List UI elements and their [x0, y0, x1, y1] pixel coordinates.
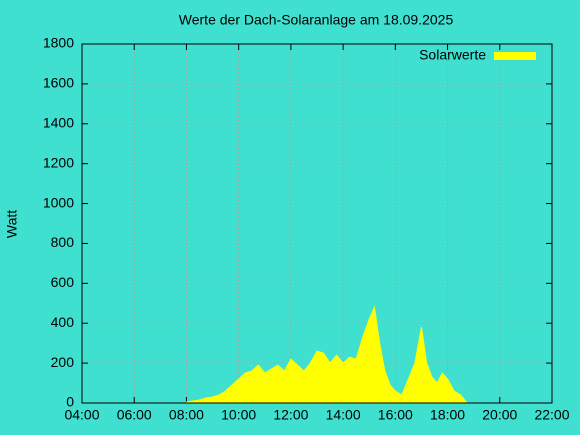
- y-tick-label: 1600: [43, 75, 74, 91]
- x-tick-label: 10:00: [221, 407, 256, 423]
- y-tick-label: 200: [51, 354, 75, 370]
- y-tick-label: 1000: [43, 194, 74, 210]
- x-tick-label: 20:00: [482, 407, 517, 423]
- y-tick-label: 600: [51, 274, 75, 290]
- y-tick-label: 0: [66, 394, 74, 410]
- y-axis-label: Watt: [4, 210, 20, 238]
- plot-border: [81, 43, 553, 404]
- chart-title: Werte der Dach-Solaranlage am 18.09.2025: [179, 12, 454, 28]
- x-tick-label: 08:00: [169, 407, 204, 423]
- y-tick-label: 1400: [43, 114, 74, 130]
- area: [185, 305, 469, 404]
- x-tick-label: 12:00: [273, 407, 308, 423]
- y-tick-label: 800: [51, 234, 75, 250]
- y-tick-label: 1800: [43, 35, 74, 51]
- legend-label: Solarwerte: [419, 47, 486, 63]
- y-tick-label: 1200: [43, 154, 74, 170]
- y-tick-label: 400: [51, 314, 75, 330]
- x-tick-label: 14:00: [326, 407, 361, 423]
- x-tick-label: 22:00: [534, 407, 569, 423]
- x-tick-label: 16:00: [378, 407, 413, 423]
- x-tick-label: 18:00: [430, 407, 465, 423]
- x-tick-label: 04:00: [64, 407, 99, 423]
- x-tick-label: 06:00: [117, 407, 152, 423]
